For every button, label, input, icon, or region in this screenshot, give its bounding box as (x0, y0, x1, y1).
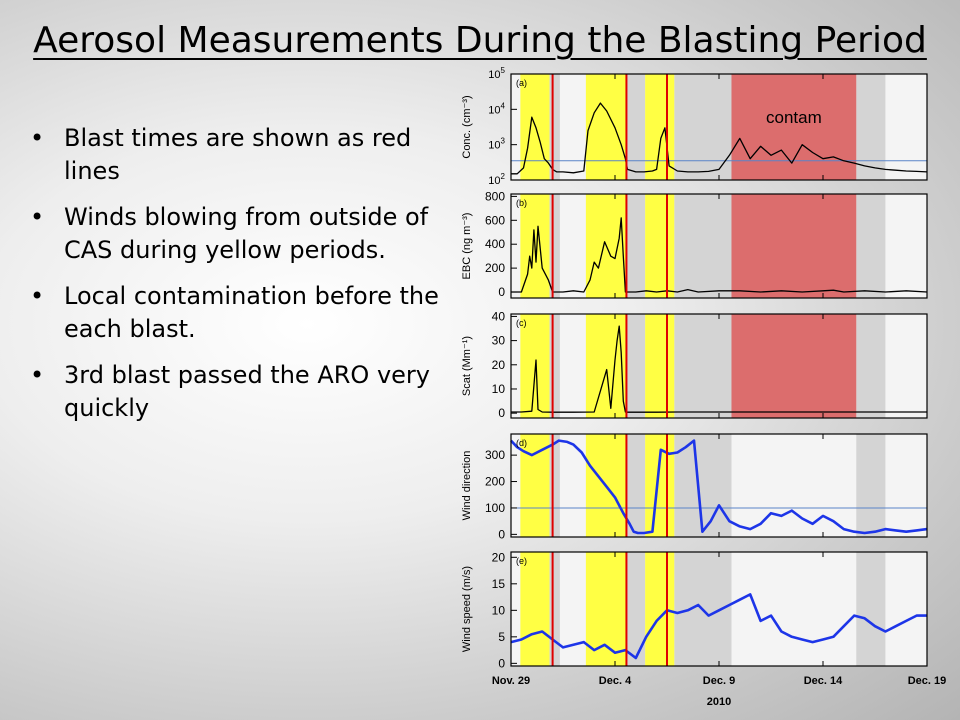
grey-period-band (674, 74, 732, 180)
grey-period-band (674, 314, 732, 418)
bullet-text: Local contamination before the each blas… (64, 282, 439, 343)
panel-d-letter: (d) (516, 438, 527, 448)
y-tick-label: 400 (485, 237, 505, 251)
x-tick-label: Nov. 29 (492, 675, 530, 687)
bullet-text: Winds blowing from outside of CAS during… (64, 203, 429, 264)
panel-b-y-axis-label: EBC (ng m⁻³) (461, 213, 473, 280)
bullet-text: 3rd blast passed the ARO very quickly (64, 361, 430, 422)
grey-period-band (549, 434, 560, 537)
panel-d-y-axis-label: Wind direction (461, 451, 473, 521)
yellow-wind-period-band (645, 74, 675, 180)
x-tick-label: Dec. 14 (804, 675, 843, 687)
y-tick-label: 100 (485, 501, 505, 515)
grey-period-band (549, 194, 560, 298)
grey-period-band (549, 552, 560, 666)
grey-period-band (626, 314, 646, 418)
panel-a-y-axis-label: Conc. (cm⁻³) (461, 95, 473, 158)
bullet-dot-icon: • (30, 361, 45, 389)
bullet-dot-icon: • (30, 282, 45, 310)
y-tick-label: 104 (488, 101, 505, 116)
grey-period-band (626, 74, 646, 180)
bullet-item: • Local contamination before the each bla… (30, 280, 440, 346)
y-tick-label: 300 (485, 448, 505, 462)
panel-c-letter: (c) (516, 318, 527, 328)
contamination-band (731, 314, 857, 418)
y-tick-label: 40 (492, 309, 506, 323)
y-tick-label: 20 (492, 358, 506, 372)
bullet-item: • Blast times are shown as red lines (30, 122, 440, 188)
y-tick-label: 10 (492, 382, 506, 396)
y-tick-label: 20 (492, 550, 506, 564)
y-tick-label: 200 (485, 261, 505, 275)
grey-period-band (674, 194, 732, 298)
grey-period-band (856, 552, 886, 666)
y-tick-label: 200 (485, 475, 505, 489)
grey-period-band (549, 74, 560, 180)
yellow-wind-period-band (645, 314, 675, 418)
series-e-line (510, 593, 927, 660)
yellow-wind-period-band (645, 552, 675, 666)
y-tick-label: 600 (485, 213, 505, 227)
y-tick-label: 0 (498, 527, 505, 541)
grey-period-band (549, 314, 560, 418)
grey-period-band (626, 434, 646, 537)
grey-period-band (856, 74, 886, 180)
series-b-line (511, 217, 928, 293)
yellow-wind-period-band (645, 194, 675, 298)
x-tick-label: Dec. 9 (703, 675, 735, 687)
panel-e-y-axis-label: Wind speed (m/s) (461, 566, 473, 652)
y-tick-label: 103 (488, 137, 505, 152)
panel-e-letter: (e) (516, 556, 527, 566)
y-tick-label: 5 (498, 630, 505, 644)
bullet-text: Blast times are shown as red lines (64, 124, 412, 185)
bullet-dot-icon: • (30, 203, 45, 231)
x-axis-year-label: 2010 (707, 696, 731, 708)
panel-b-letter: (b) (516, 198, 527, 208)
yellow-wind-period-band (585, 74, 627, 180)
bullet-item: • 3rd blast passed the ARO very quickly (30, 359, 440, 425)
y-tick-label: 800 (485, 189, 505, 203)
bullet-list: • Blast times are shown as red lines • Win… (30, 122, 440, 438)
panel-c-y-axis-label: Scat (Mm⁻¹) (461, 336, 473, 396)
yellow-wind-period-band (520, 552, 550, 666)
y-tick-label: 15 (492, 577, 506, 591)
y-tick-label: 105 (488, 66, 505, 81)
series-d-line (510, 439, 928, 535)
bullet-dot-icon: • (30, 124, 45, 152)
slide-title: Aerosol Measurements During the Blasting… (33, 20, 927, 61)
y-tick-label: 30 (492, 334, 506, 348)
y-tick-label: 0 (498, 406, 505, 420)
y-tick-label: 0 (498, 285, 505, 299)
bullet-item: • Winds blowing from outside of CAS durin… (30, 201, 440, 267)
panel-a-letter: (a) (516, 78, 527, 88)
grey-period-band (626, 552, 646, 666)
x-tick-label: Dec. 4 (599, 675, 632, 687)
grey-period-band (674, 434, 732, 537)
grey-period-band (856, 314, 886, 418)
series-c-line (511, 325, 927, 413)
grey-period-band (626, 194, 646, 298)
contam-annotation: contam (766, 108, 822, 127)
contamination-band (731, 74, 857, 180)
x-tick-label: Dec. 19 (908, 675, 947, 687)
yellow-wind-period-band (585, 314, 627, 418)
contamination-band (731, 194, 857, 298)
y-tick-label: 0 (498, 656, 505, 670)
y-tick-label: 102 (488, 172, 505, 187)
grey-period-band (856, 194, 886, 298)
grey-period-band (856, 434, 886, 537)
y-tick-label: 10 (492, 603, 506, 617)
